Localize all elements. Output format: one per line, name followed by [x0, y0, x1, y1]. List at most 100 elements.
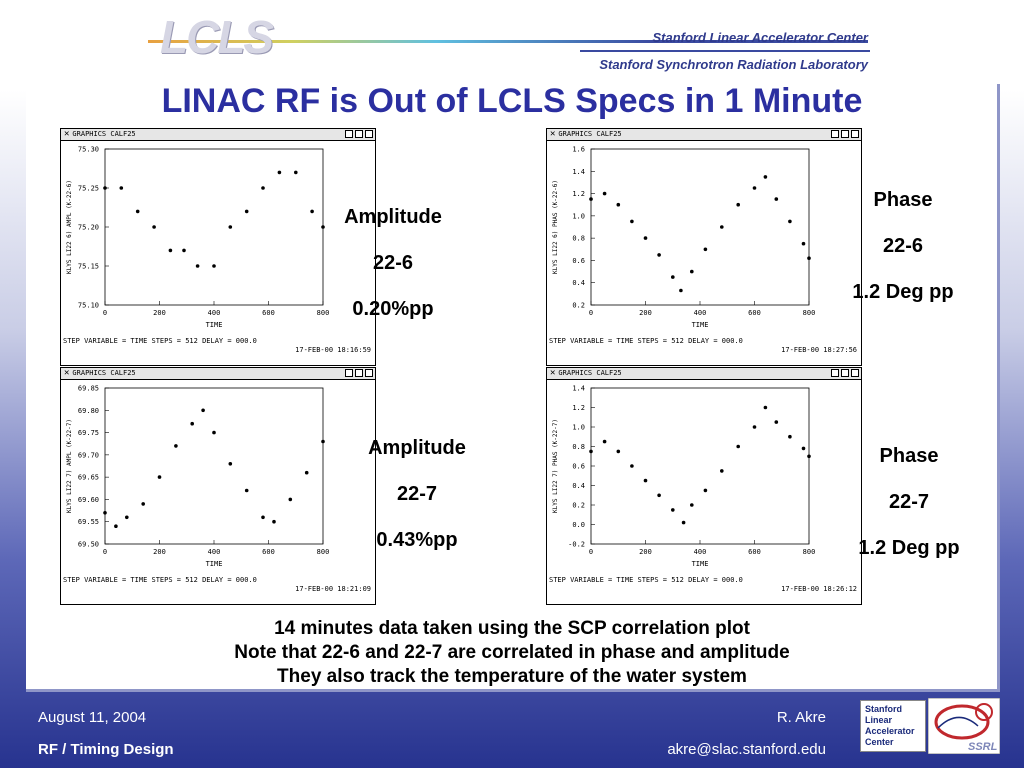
minimize-button[interactable]: [345, 369, 353, 377]
data-point: [103, 511, 107, 515]
y-tick-label: 0.0: [572, 521, 585, 529]
header: LCLS Stanford Linear Accelerator Center …: [0, 0, 1024, 84]
maximize-button[interactable]: [355, 130, 363, 138]
data-point: [643, 236, 648, 240]
footer-author: R. Akre: [776, 709, 826, 726]
y-tick-label: 69.55: [78, 518, 99, 526]
plot-frame: [104, 387, 324, 545]
menu-button[interactable]: [365, 369, 373, 377]
label-phase2-id: 22-7: [888, 491, 930, 513]
x-tick-label: 400: [694, 309, 707, 317]
data-point: [244, 488, 249, 493]
y-tick-label: 0.6: [572, 463, 585, 471]
data-point: [679, 288, 683, 293]
x-tick-label: 800: [317, 548, 330, 556]
plot-window-phase-22-7: ✕ GRAPHICS CALF25 -0.2 0.0 0.2 0.4 0.6 0.8 1.0 1.…: [546, 367, 862, 605]
scatter-plot: -0.2 0.0 0.2 0.4 0.6 0.8 1.0 1.2 1.4 0 200 400 600 80…: [552, 385, 816, 569]
label-phase1-name: Phase: [873, 189, 933, 211]
data-point: [277, 170, 282, 175]
data-point: [321, 225, 325, 229]
data-point: [720, 225, 724, 229]
plot-window-amplitude-22-7: ✕ GRAPHICS CALF25 69.50 69.55 69.60 69.65 69.7…: [60, 367, 376, 605]
data-point: [703, 488, 708, 493]
plot-footer-text: STEP VARIABLE = TIME STEPS = 512 DELAY =…: [549, 576, 743, 584]
data-point: [801, 241, 806, 246]
close-icon[interactable]: ✕: [64, 129, 70, 139]
footer-topic: RF / Timing Design: [38, 741, 174, 758]
y-axis-label: KLYS LI22 7) AMPL (K-22-7): [66, 419, 73, 513]
x-tick-label: 400: [694, 548, 707, 556]
badge-line-3: Accelerator: [865, 726, 915, 736]
data-point: [752, 186, 757, 190]
data-point: [114, 524, 118, 528]
y-tick-label: 69.70: [78, 451, 99, 459]
maximize-button[interactable]: [841, 369, 849, 377]
minimize-button[interactable]: [831, 369, 839, 377]
y-tick-label: 1.4: [572, 168, 585, 176]
maximize-button[interactable]: [355, 369, 363, 377]
y-tick-label: 1.4: [572, 385, 585, 393]
badge-line-4: Center: [865, 737, 894, 747]
data-point: [752, 425, 757, 429]
slac-badge: Stanford Linear Accelerator Center: [860, 700, 926, 752]
data-point: [182, 248, 186, 253]
label-amplitude-22-6: Amplitude 22-6 0.20%pp: [318, 194, 468, 332]
minimize-button[interactable]: [345, 130, 353, 138]
x-axis-label: TIME: [692, 321, 709, 329]
y-tick-label: 75.25: [78, 185, 99, 193]
data-point: [195, 264, 200, 268]
data-point: [720, 469, 724, 473]
data-point: [630, 219, 634, 224]
label-amp2-name: Amplitude: [368, 437, 466, 459]
x-tick-label: 200: [639, 309, 652, 317]
x-tick-label: 600: [262, 548, 275, 556]
data-point: [671, 275, 675, 279]
y-tick-label: 0.4: [572, 482, 585, 490]
data-point: [321, 439, 325, 444]
x-tick-label: 600: [748, 309, 761, 317]
label-amp2-value: 0.43%pp: [376, 529, 458, 551]
note-line-3: They also track the temperature of the w…: [277, 666, 747, 687]
plot-window-phase-22-6: ✕ GRAPHICS CALF25 0.2 0.4 0.6 0.8 1.0 1.2 1.4 1.6…: [546, 128, 862, 366]
data-point: [763, 175, 768, 179]
close-icon[interactable]: ✕: [64, 368, 70, 378]
x-tick-label: 0: [103, 309, 107, 317]
data-point: [141, 502, 145, 506]
y-tick-label: 0.4: [572, 279, 585, 287]
window-title: GRAPHICS CALF25: [558, 369, 622, 377]
menu-button[interactable]: [365, 130, 373, 138]
data-point: [125, 515, 129, 520]
y-axis-label: KLYS LI22 6) PHAS (K-22-6): [552, 180, 559, 274]
plot-timestamp: 17-FEB-00 18:27:56: [781, 346, 857, 354]
menu-button[interactable]: [851, 369, 859, 377]
x-axis-label: TIME: [206, 560, 223, 568]
window-titlebar: ✕ GRAPHICS CALF25: [61, 129, 375, 141]
window-titlebar: ✕ GRAPHICS CALF25: [61, 368, 375, 380]
x-tick-label: 800: [803, 548, 816, 556]
plot-frame: [590, 148, 810, 306]
label-phase-22-6: Phase 22-6 1.2 Deg pp: [828, 177, 978, 315]
x-tick-label: 0: [589, 309, 593, 317]
label-phase2-name: Phase: [879, 445, 939, 467]
data-point: [616, 202, 621, 207]
y-tick-label: 75.30: [78, 146, 99, 154]
minimize-button[interactable]: [831, 130, 839, 138]
data-point: [228, 462, 233, 466]
maximize-button[interactable]: [841, 130, 849, 138]
data-point: [681, 520, 686, 525]
window-titlebar: ✕ GRAPHICS CALF25: [547, 368, 861, 380]
x-tick-label: 200: [153, 309, 166, 317]
close-icon[interactable]: ✕: [550, 368, 556, 378]
data-point: [807, 454, 811, 459]
y-tick-label: 75.15: [78, 263, 99, 271]
close-icon[interactable]: ✕: [550, 129, 556, 139]
x-tick-label: 400: [208, 309, 221, 317]
data-point: [589, 197, 593, 201]
menu-button[interactable]: [851, 130, 859, 138]
data-point: [788, 434, 792, 439]
data-point: [272, 519, 276, 524]
data-point: [135, 209, 140, 214]
notes-block: 14 minutes data taken using the SCP corr…: [0, 617, 1024, 689]
data-point: [788, 219, 792, 224]
data-point: [703, 247, 708, 252]
